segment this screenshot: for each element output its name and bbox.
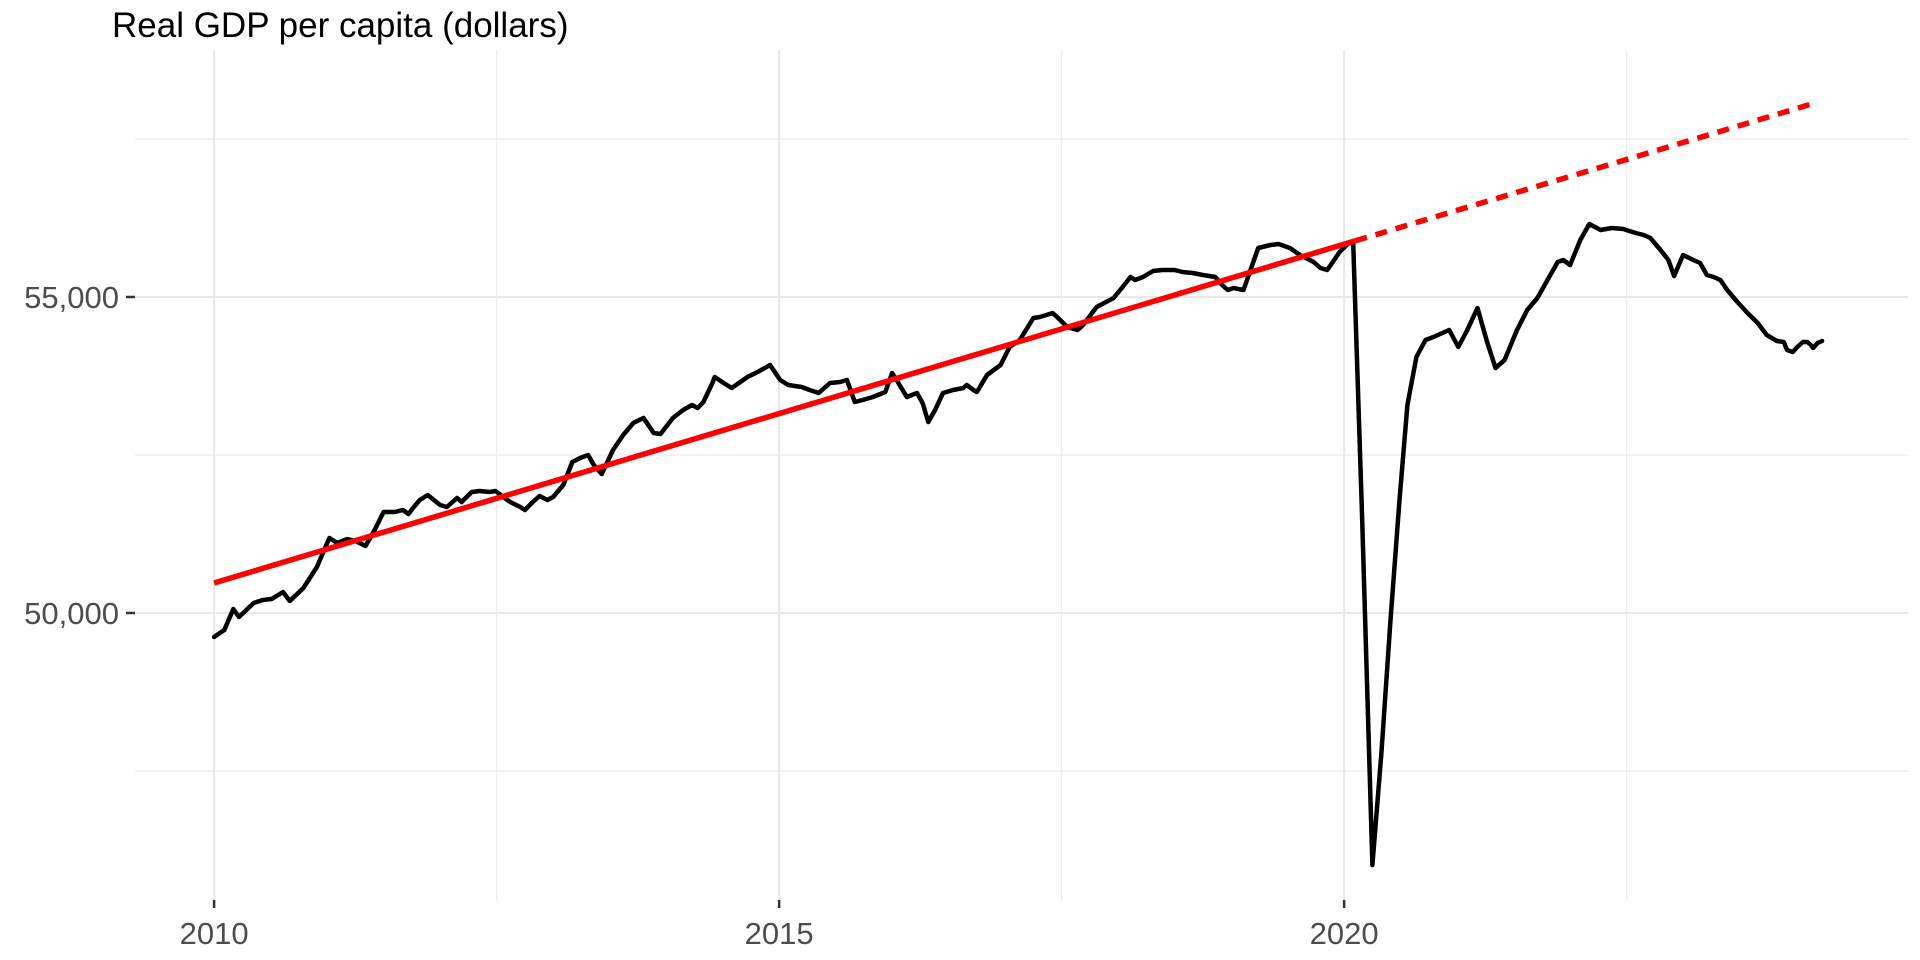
trend-line-dashed bbox=[1354, 100, 1817, 244]
chart-title: Real GDP per capita (dollars) bbox=[112, 6, 569, 45]
actual-series-line bbox=[211, 221, 1825, 868]
trend-line-solid bbox=[213, 238, 1357, 586]
x-tick-label: 2020 bbox=[1310, 916, 1379, 951]
y-tick-label: 50,000 bbox=[24, 596, 119, 631]
y-tick-label: 55,000 bbox=[24, 280, 119, 315]
x-tick-label: 2015 bbox=[745, 916, 814, 951]
x-tick-label: 2010 bbox=[180, 916, 249, 951]
